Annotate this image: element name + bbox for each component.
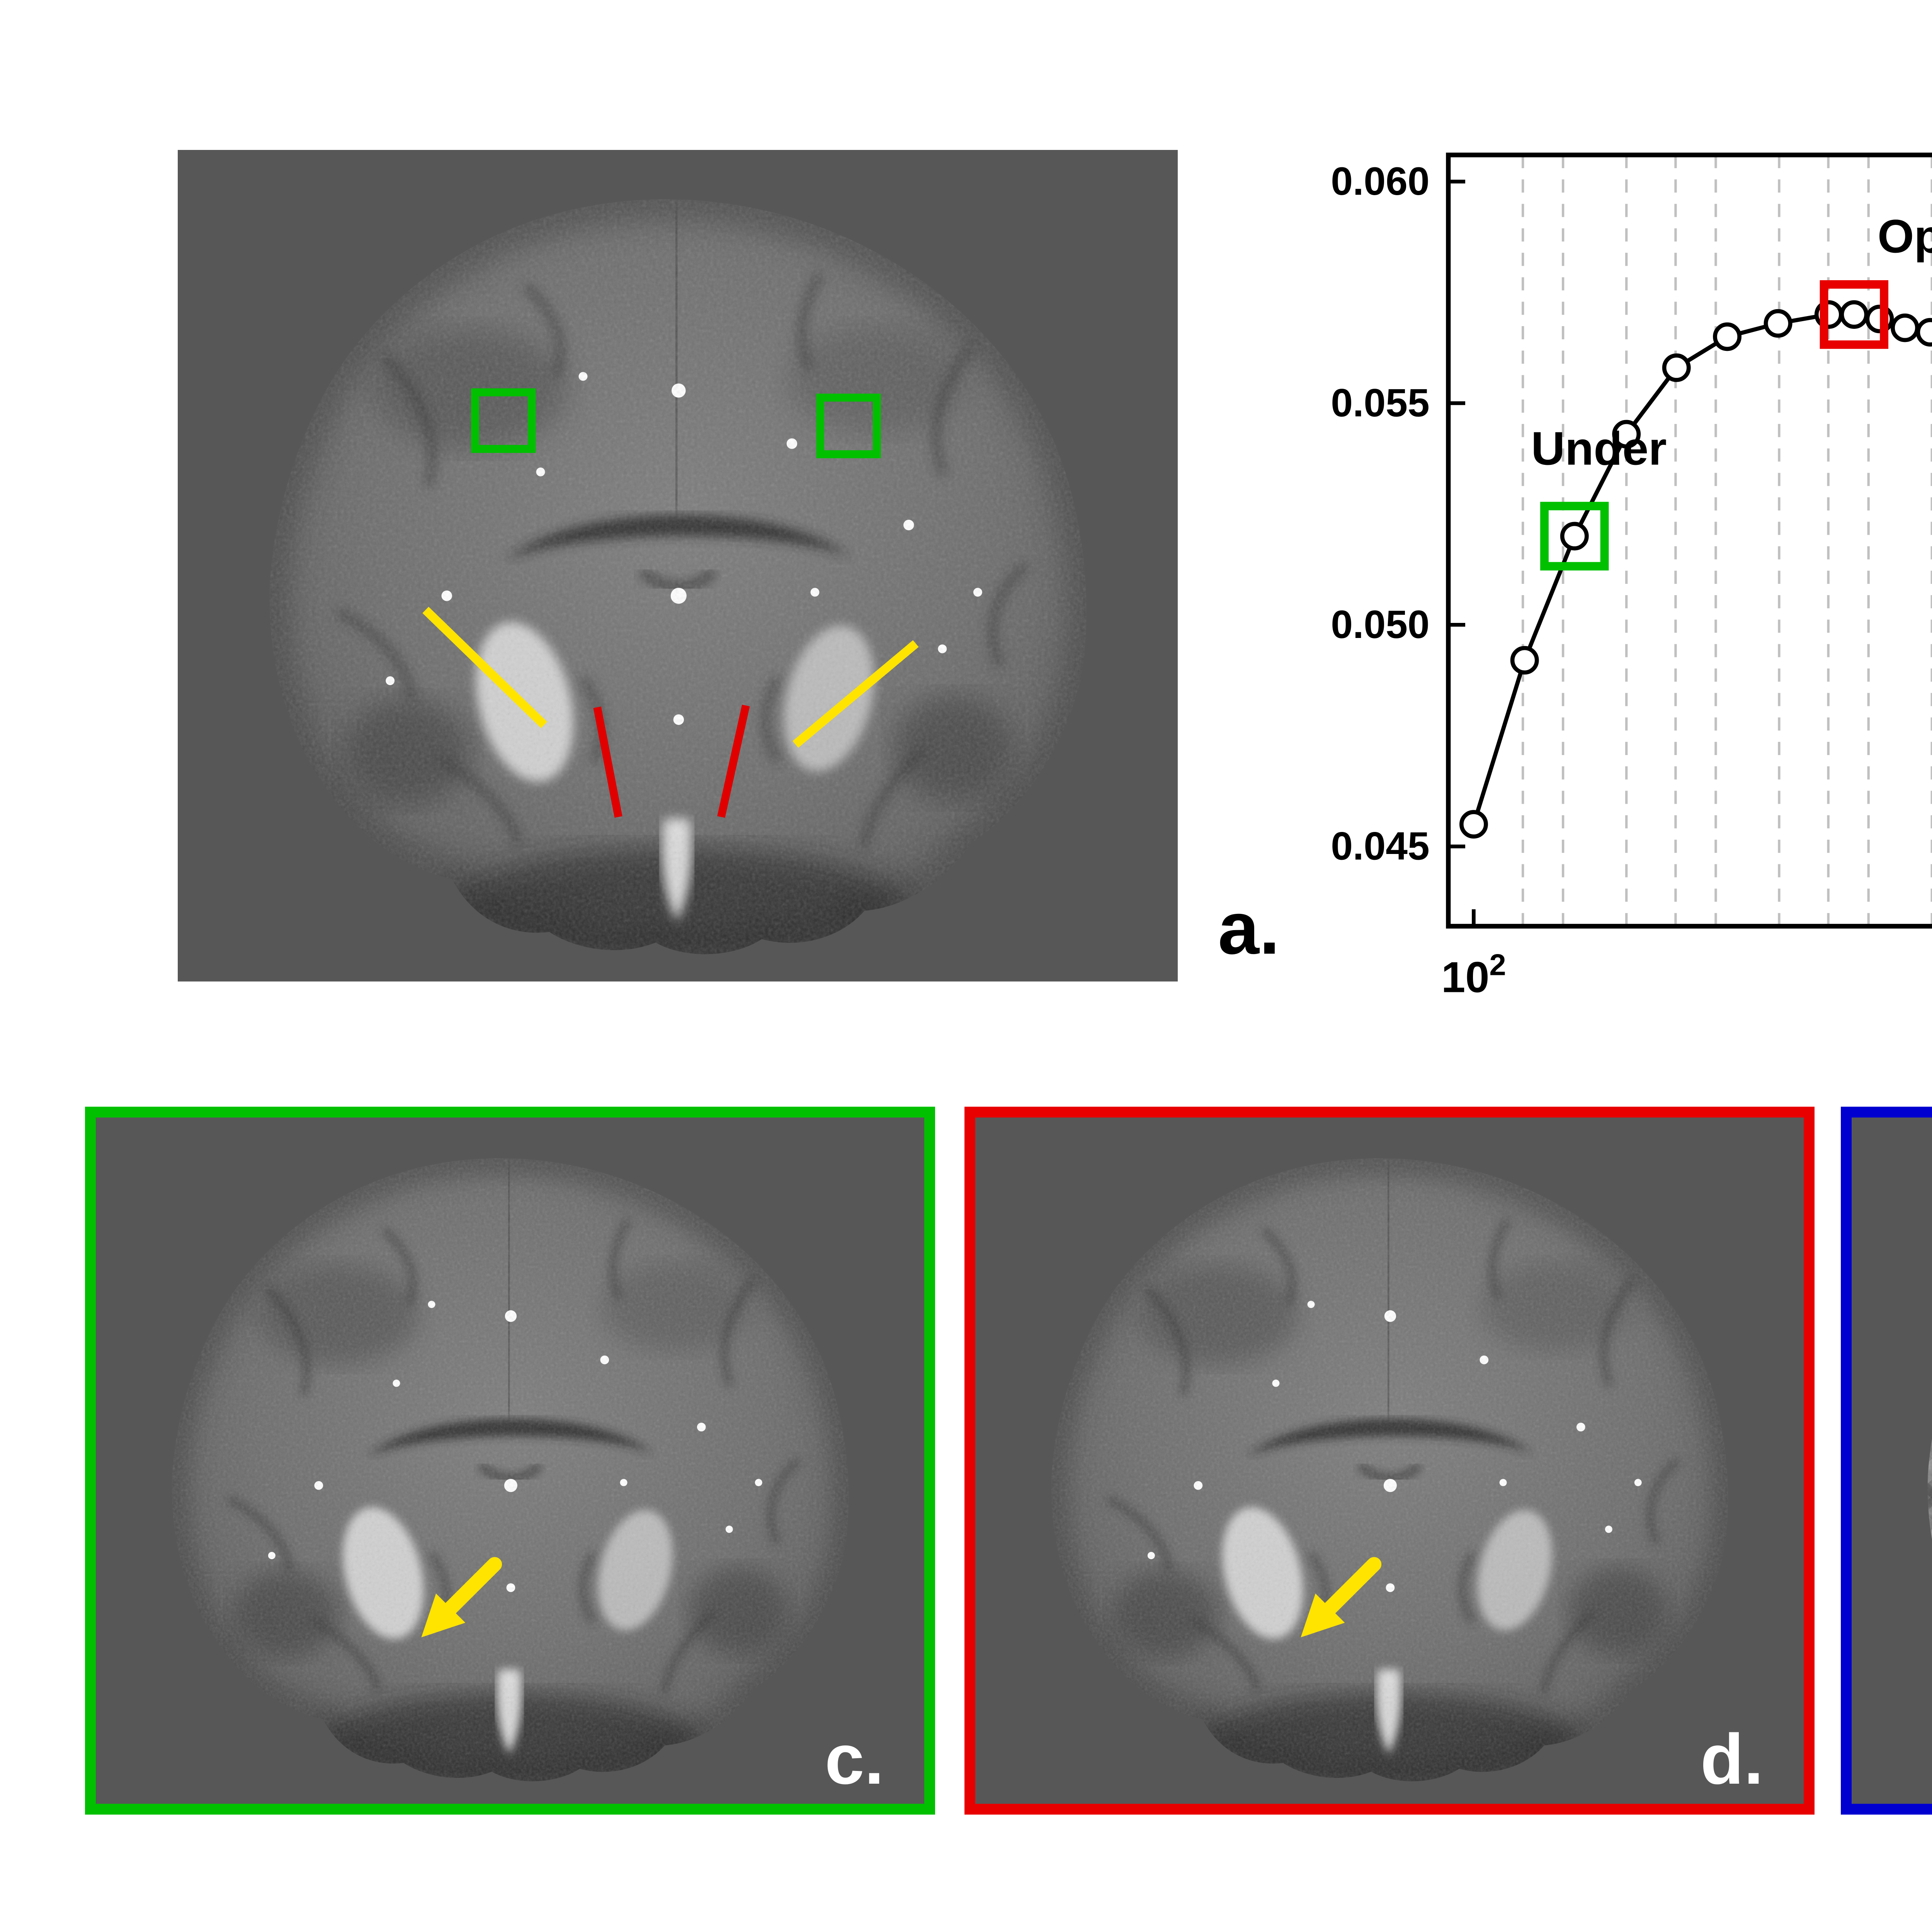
x-tick-label: 102: [1441, 948, 1506, 1001]
panel-d-label: d.: [1700, 1719, 1764, 1799]
streak-artifact-overlay: [1927, 1158, 1932, 1781]
roi-box-left: [471, 388, 536, 453]
brain-slice-image: [1896, 1140, 1932, 1796]
y-tick-label: 0.045: [1331, 824, 1429, 868]
brain-slice-image: [231, 177, 1133, 973]
chart-points: [1459, 300, 1932, 839]
yellow-marker-line-right: [793, 640, 919, 748]
panel-c-brain-image-under: c.: [85, 1107, 935, 1815]
panel-c-label: c.: [825, 1719, 884, 1799]
roi-box-right: [816, 393, 881, 458]
panel-e-brain-image-over: e.: [1841, 1107, 1932, 1815]
yellow-marker-line-left: [422, 607, 548, 728]
y-tick-label: 0.055: [1331, 381, 1429, 425]
y-tick-label: 0.060: [1331, 159, 1429, 203]
plot-frame: [1446, 152, 1932, 929]
plot-area: [1448, 155, 1932, 926]
brain-slice-image: [1019, 1140, 1767, 1796]
panel-a-label: a.: [1218, 889, 1280, 971]
y-tick-label: 0.050: [1331, 602, 1429, 646]
chart-annotation-label: Optimal: [1878, 210, 1932, 262]
panel-d-brain-image-optimal: d.: [964, 1107, 1815, 1815]
brain-slice-image: [140, 1140, 888, 1796]
red-marker-line-left: [593, 706, 622, 818]
panel-b-chart: 0.045 0.050 0.055 0.060 102 103 104 Unde…: [1317, 127, 1932, 1011]
chart-highlight-boxes: [1540, 280, 1889, 571]
chart-annotation-label: Under: [1531, 422, 1667, 475]
chart-ticks: [1448, 179, 1476, 926]
red-marker-line-right: [717, 704, 750, 818]
panel-a-brain-image: [178, 150, 1178, 981]
